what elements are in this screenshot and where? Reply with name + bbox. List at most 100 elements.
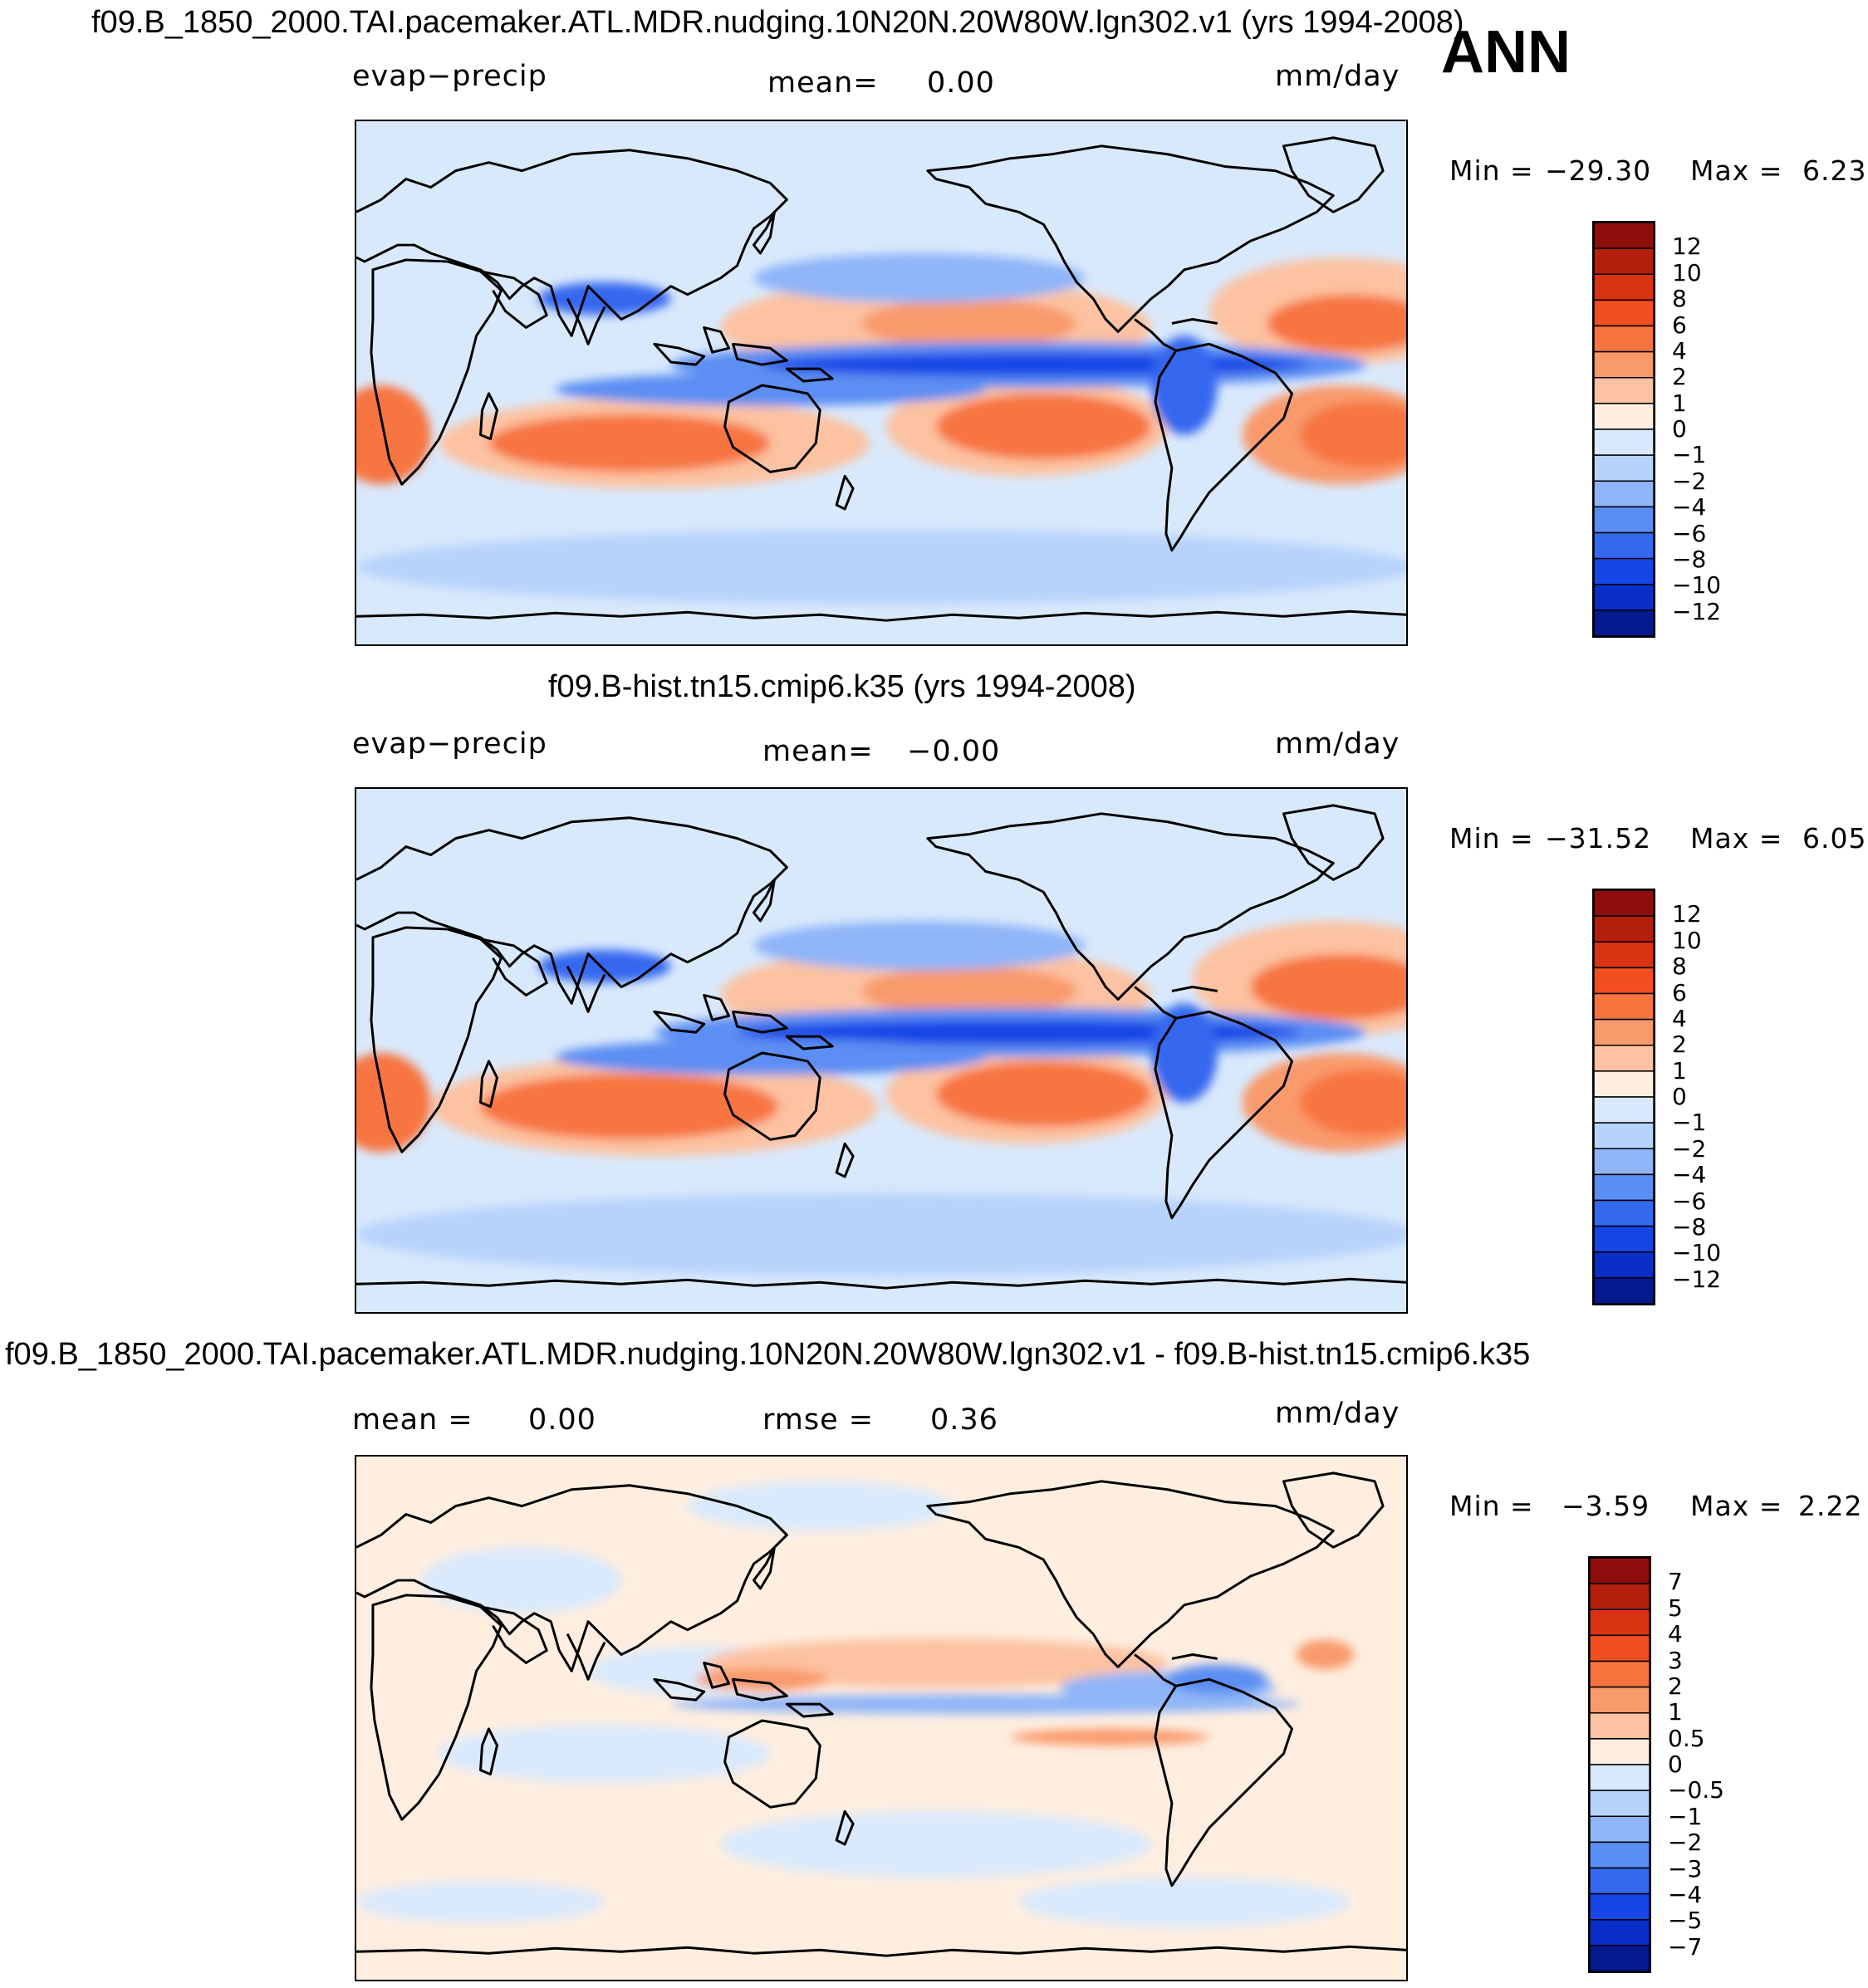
colorbar-swatch bbox=[1594, 1148, 1654, 1176]
colorbar-tick-label: 2 bbox=[1672, 363, 1687, 391]
colorbar-tick-label: −2 bbox=[1672, 467, 1707, 495]
panel-3-rmse-value: 0.36 bbox=[930, 1403, 998, 1437]
panel-2-min-label: Min = bbox=[1449, 822, 1534, 854]
colorbar-tick-label: −8 bbox=[1672, 1212, 1707, 1241]
colorbar-tick-label: −6 bbox=[1672, 519, 1707, 547]
colorbar-swatch bbox=[1594, 1225, 1654, 1253]
colorbar-swatch bbox=[1590, 1634, 1650, 1662]
panel-1-min-value: −29.30 bbox=[1545, 154, 1652, 187]
colorbar-tick-label: 2 bbox=[1672, 1031, 1687, 1059]
panel-3-title: f09.B_1850_2000.TAI.pacemaker.ATL.MDR.nu… bbox=[5, 1337, 1531, 1372]
colorbar-tick-label: −4 bbox=[1672, 493, 1707, 521]
panel-1-mean-label: mean= bbox=[767, 66, 879, 100]
colorbar-swatch bbox=[1590, 1945, 1650, 1971]
colorbar-swatch bbox=[1594, 506, 1654, 534]
colorbar-swatch bbox=[1594, 1096, 1654, 1124]
colorbar-tick-label: 4 bbox=[1672, 336, 1687, 365]
colorbar-tick-label: 6 bbox=[1672, 978, 1687, 1006]
colorbar-swatch bbox=[1590, 1764, 1650, 1791]
colorbar-tick-label: 5 bbox=[1668, 1594, 1683, 1622]
panel-3-rmse-label: rmse = bbox=[762, 1403, 875, 1437]
colorbar-swatch bbox=[1594, 583, 1654, 611]
colorbar-swatch bbox=[1594, 1070, 1654, 1098]
colorbar-swatch bbox=[1590, 1867, 1650, 1895]
colorbar-tick-label: 6 bbox=[1672, 311, 1687, 339]
colorbar-swatch bbox=[1594, 941, 1654, 969]
colorbar-tick-label: 0 bbox=[1668, 1751, 1683, 1778]
colorbar-swatch bbox=[1594, 273, 1654, 301]
colorbar-swatch bbox=[1590, 1711, 1650, 1740]
colorbar-swatch bbox=[1590, 1738, 1650, 1765]
colorbar-swatch bbox=[1594, 992, 1654, 1021]
panel-2-mean-value: −0.00 bbox=[907, 735, 1001, 768]
colorbar-tick-label: 10 bbox=[1672, 258, 1702, 286]
colorbar-tick-label: −3 bbox=[1668, 1854, 1703, 1883]
colorbar-swatch bbox=[1594, 247, 1654, 276]
colorbar-tick-label: −7 bbox=[1668, 1932, 1703, 1961]
colorbar-swatch bbox=[1594, 1018, 1654, 1046]
colorbar-tick-label: 1 bbox=[1668, 1698, 1683, 1726]
colorbar-swatch bbox=[1594, 350, 1654, 379]
colorbar-tick-label: 1 bbox=[1672, 1056, 1687, 1085]
panel-3-map bbox=[355, 1455, 1408, 1981]
colorbar-tick-label: 0 bbox=[1672, 415, 1687, 443]
colorbar-tick-label: −2 bbox=[1672, 1134, 1707, 1163]
panel-1-variable: evap−precip bbox=[352, 60, 547, 93]
colorbar-swatch bbox=[1594, 480, 1654, 508]
colorbar-tick-label: 12 bbox=[1672, 900, 1702, 928]
colorbar-tick-label: −2 bbox=[1668, 1829, 1703, 1857]
panel-1-mean-value: 0.00 bbox=[927, 66, 995, 100]
colorbar-swatch bbox=[1590, 1918, 1650, 1946]
colorbar-tick-label: −4 bbox=[1672, 1161, 1707, 1189]
colorbar-tick-label: −12 bbox=[1672, 1265, 1722, 1293]
colorbar-tick-label: 0 bbox=[1672, 1083, 1687, 1110]
colorbar-tick-label: 8 bbox=[1672, 285, 1687, 313]
colorbar-swatch bbox=[1594, 890, 1654, 917]
colorbar-swatch bbox=[1594, 403, 1654, 430]
panel-3-mean-value: 0.00 bbox=[528, 1403, 596, 1437]
colorbar-swatch bbox=[1590, 1609, 1650, 1637]
colorbar-tick-label: 10 bbox=[1672, 926, 1702, 954]
colorbar-tick-label: −1 bbox=[1672, 1109, 1707, 1137]
panel-1-max-label: Max = bbox=[1690, 154, 1783, 187]
colorbar-swatch bbox=[1594, 376, 1654, 404]
colorbar-tick-label: −4 bbox=[1668, 1880, 1703, 1908]
colorbar-swatch bbox=[1590, 1815, 1650, 1844]
panel-3-min-label: Min = bbox=[1449, 1490, 1534, 1522]
colorbar-swatch bbox=[1594, 1251, 1654, 1279]
colorbar-tick-label: 4 bbox=[1672, 1004, 1687, 1032]
colorbar-tick-label: −12 bbox=[1672, 597, 1722, 625]
panel-3-units: mm/day bbox=[1275, 1397, 1400, 1430]
panel-1-map bbox=[355, 120, 1408, 646]
panel-2-map bbox=[355, 787, 1408, 1314]
colorbar-tick-label: 8 bbox=[1672, 952, 1687, 981]
colorbar-tick-label: −1 bbox=[1672, 441, 1707, 469]
panel-1-min-label: Min = bbox=[1449, 154, 1534, 187]
colorbar-tick-label: −0.5 bbox=[1668, 1776, 1724, 1804]
colorbar-swatch bbox=[1594, 1277, 1654, 1304]
colorbar-swatch bbox=[1594, 610, 1654, 636]
panel-2-min-value: −31.52 bbox=[1545, 822, 1652, 854]
colorbar-tick-label: −10 bbox=[1672, 571, 1722, 600]
colorbar-swatch bbox=[1594, 325, 1654, 353]
panel-3-mean-label: mean = bbox=[352, 1403, 473, 1437]
colorbar-swatch bbox=[1594, 531, 1654, 560]
panel-2-mean-label: mean= bbox=[762, 735, 874, 768]
colorbar-swatch bbox=[1594, 428, 1654, 456]
colorbar-swatch bbox=[1594, 1122, 1654, 1150]
colorbar-tick-label: −10 bbox=[1672, 1239, 1722, 1267]
panel-1-colorbar bbox=[1592, 221, 1655, 638]
colorbar-swatch bbox=[1590, 1686, 1650, 1714]
colorbar-swatch bbox=[1590, 1893, 1650, 1921]
colorbar-tick-label: 1 bbox=[1672, 389, 1687, 417]
colorbar-swatch bbox=[1594, 223, 1654, 249]
colorbar-tick-label: 3 bbox=[1668, 1646, 1683, 1674]
colorbar-swatch bbox=[1594, 1044, 1654, 1072]
season-label: ANN bbox=[1441, 19, 1571, 86]
colorbar-swatch bbox=[1590, 1558, 1650, 1584]
panel-1-title: f09.B_1850_2000.TAI.pacemaker.ATL.MDR.nu… bbox=[91, 5, 1464, 40]
colorbar-swatch bbox=[1594, 557, 1654, 585]
colorbar-tick-label: −8 bbox=[1672, 545, 1707, 573]
colorbar-swatch bbox=[1594, 967, 1654, 995]
panel-2-colorbar bbox=[1592, 889, 1655, 1305]
